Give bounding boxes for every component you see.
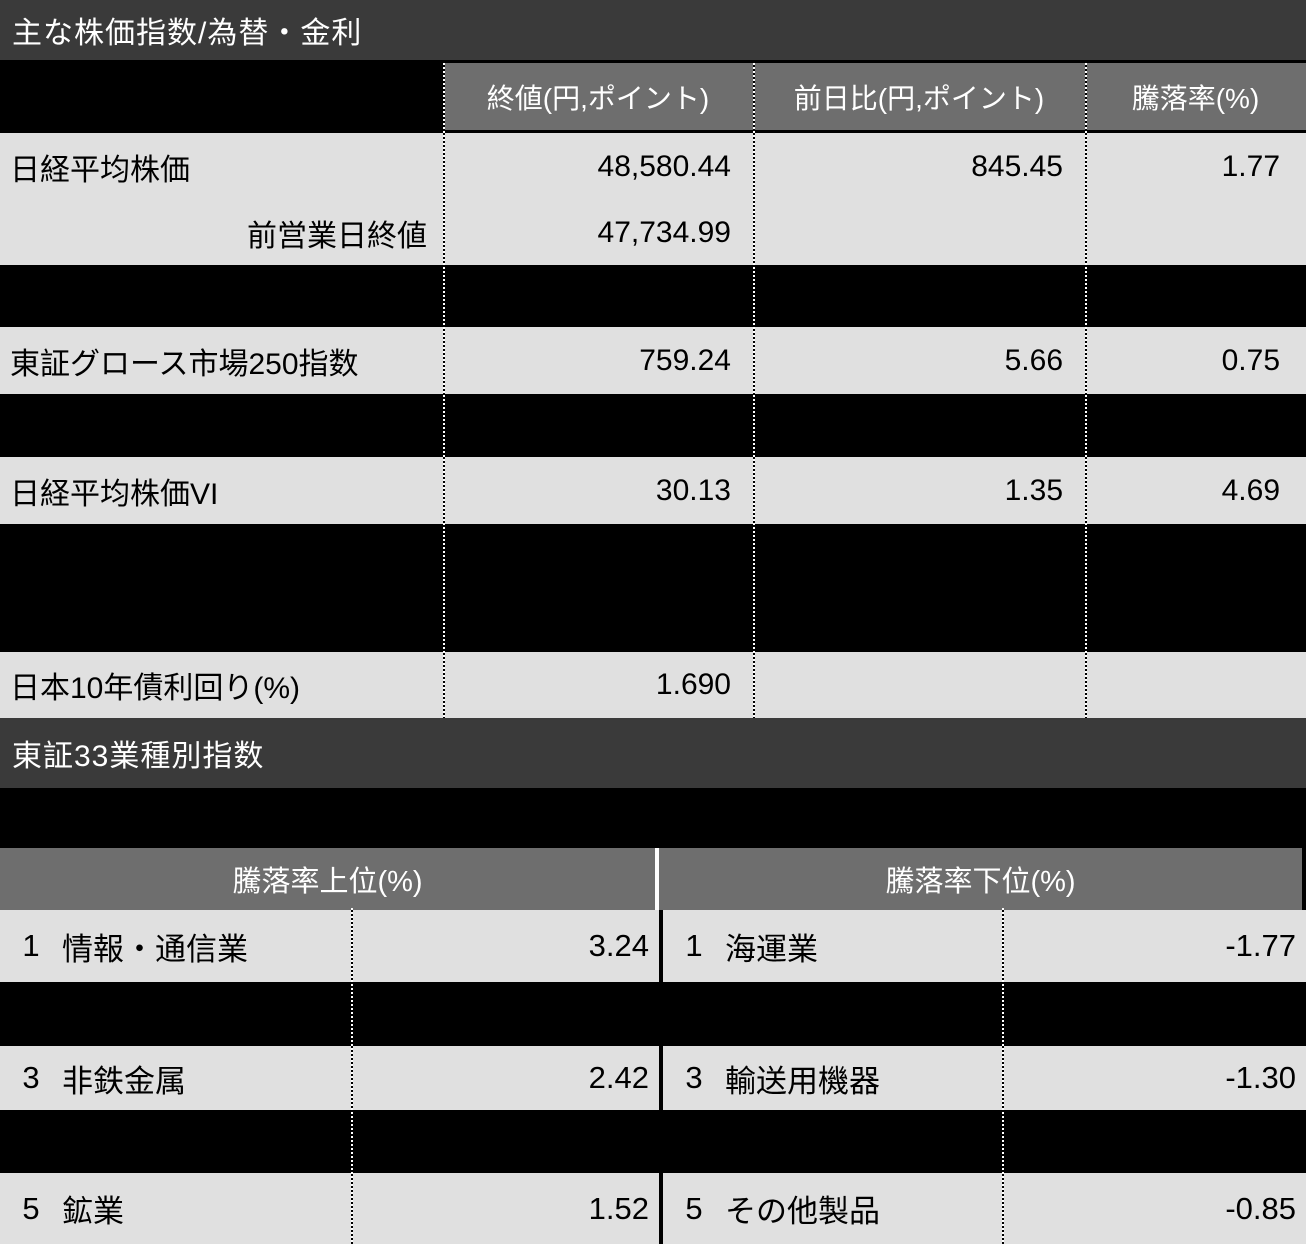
column-separator	[351, 908, 353, 1244]
top-gainers-header: 騰落率上位(%)	[0, 848, 659, 910]
column-header-row: 終値(円,ポイント) 前日比(円,ポイント) 騰落率(%)	[0, 63, 1306, 130]
hidden-rows-band	[0, 265, 1306, 327]
pct-value-cell	[1085, 200, 1306, 265]
index-label-cell: 日経平均株価VI	[0, 457, 443, 524]
close-value-cell: 47,734.99	[443, 200, 753, 265]
ranking-row-5: 5 鉱業 1.52 5 その他製品 -0.85	[0, 1173, 1306, 1244]
top-losers-header: 騰落率下位(%)	[659, 848, 1302, 910]
column-separator	[1002, 908, 1004, 1244]
table-row-nikkei: 日経平均株価 48,580.44 845.45 1.77	[0, 133, 1306, 200]
change-value-cell: 845.45	[753, 133, 1085, 200]
index-label-cell: 前営業日終値	[0, 200, 443, 265]
loser-rank: 5	[685, 1190, 703, 1226]
gainer-rank: 1	[22, 928, 40, 963]
header-close-cell: 終値(円,ポイント)	[443, 63, 753, 130]
gainer-name: 非鉄金属	[62, 1063, 186, 1099]
header-change-cell: 前日比(円,ポイント)	[753, 63, 1085, 130]
loser-name: その他製品	[725, 1194, 880, 1229]
divider	[659, 1046, 663, 1110]
gainer-value-cell: 3.24	[352, 910, 659, 982]
gainer-value-cell: 1.52	[352, 1173, 659, 1244]
loser-name: 輸送用機器	[725, 1063, 880, 1099]
hidden-rows-band	[0, 982, 1306, 1046]
section2-title: 東証33業種別指数	[12, 740, 265, 773]
pct-value-cell: 1.77	[1085, 133, 1306, 200]
index-label-cell: 日本10年債利回り(%)	[0, 652, 443, 718]
loser-value-cell: -1.77	[1003, 910, 1306, 982]
divider	[0, 60, 1306, 63]
ranking-row-3: 3 非鉄金属 2.42 3 輸送用機器 -1.30	[0, 1046, 1306, 1110]
index-label-cell: 日経平均株価	[0, 133, 443, 200]
header-empty-cell	[0, 63, 443, 130]
change-value-cell	[753, 652, 1085, 718]
section1-title: 主な株価指数/為替・金利	[12, 17, 363, 50]
gainer-name-cell: 1 情報・通信業	[0, 910, 352, 982]
gainer-name: 情報・通信業	[62, 931, 248, 967]
loser-name: 海運業	[725, 931, 818, 967]
gainer-rank: 3	[22, 1060, 40, 1095]
header-pct-cell: 騰落率(%)	[1085, 63, 1306, 130]
hidden-rows-band	[0, 524, 1306, 652]
pct-value-cell: 4.69	[1085, 457, 1306, 524]
gainer-value-cell: 2.42	[352, 1046, 659, 1110]
gainer-rank: 5	[22, 1190, 40, 1226]
column-separator	[1085, 63, 1087, 718]
loser-name-cell: 1 海運業	[663, 910, 1003, 982]
change-value-cell: 5.66	[753, 327, 1085, 394]
gainer-name-cell: 5 鉱業	[0, 1173, 352, 1244]
close-value-cell: 48,580.44	[443, 133, 753, 200]
change-value-cell: 1.35	[753, 457, 1085, 524]
hidden-rows-band	[0, 1110, 1306, 1173]
ranking-row-1: 1 情報・通信業 3.24 1 海運業 -1.77	[0, 910, 1306, 982]
loser-name-cell: 3 輸送用機器	[663, 1046, 1003, 1110]
hidden-rows-band	[0, 394, 1306, 457]
section2-title-bar: 東証33業種別指数	[0, 718, 1306, 788]
ranking-header-row: 騰落率上位(%) 騰落率下位(%)	[0, 848, 1306, 910]
close-value-cell: 759.24	[443, 327, 753, 394]
loser-value-cell: -0.85	[1003, 1173, 1306, 1244]
loser-name-cell: 5 その他製品	[663, 1173, 1003, 1244]
close-value-cell: 1.690	[443, 652, 753, 718]
change-value-cell	[753, 200, 1085, 265]
close-value-cell: 30.13	[443, 457, 753, 524]
loser-value-cell: -1.30	[1003, 1046, 1306, 1110]
index-label-cell: 東証グロース市場250指数	[0, 327, 443, 394]
divider	[0, 130, 1306, 133]
hidden-rows-band	[0, 788, 1306, 848]
gainer-name: 鉱業	[62, 1194, 124, 1229]
column-separator	[443, 63, 445, 718]
table-row-prev-close: 前営業日終値 47,734.99	[0, 200, 1306, 265]
loser-rank: 3	[685, 1060, 703, 1095]
column-separator	[753, 63, 755, 718]
table-row-growth250: 東証グロース市場250指数 759.24 5.66 0.75	[0, 327, 1306, 394]
section1-title-bar: 主な株価指数/為替・金利	[0, 0, 1306, 60]
loser-rank: 1	[685, 928, 703, 963]
pct-value-cell	[1085, 652, 1306, 718]
divider	[659, 910, 663, 982]
divider	[659, 1173, 663, 1244]
gainer-name-cell: 3 非鉄金属	[0, 1046, 352, 1110]
pct-value-cell: 0.75	[1085, 327, 1306, 394]
table-row-nikkei-vi: 日経平均株価VI 30.13 1.35 4.69	[0, 457, 1306, 524]
table-row-jgb10y: 日本10年債利回り(%) 1.690	[0, 652, 1306, 718]
